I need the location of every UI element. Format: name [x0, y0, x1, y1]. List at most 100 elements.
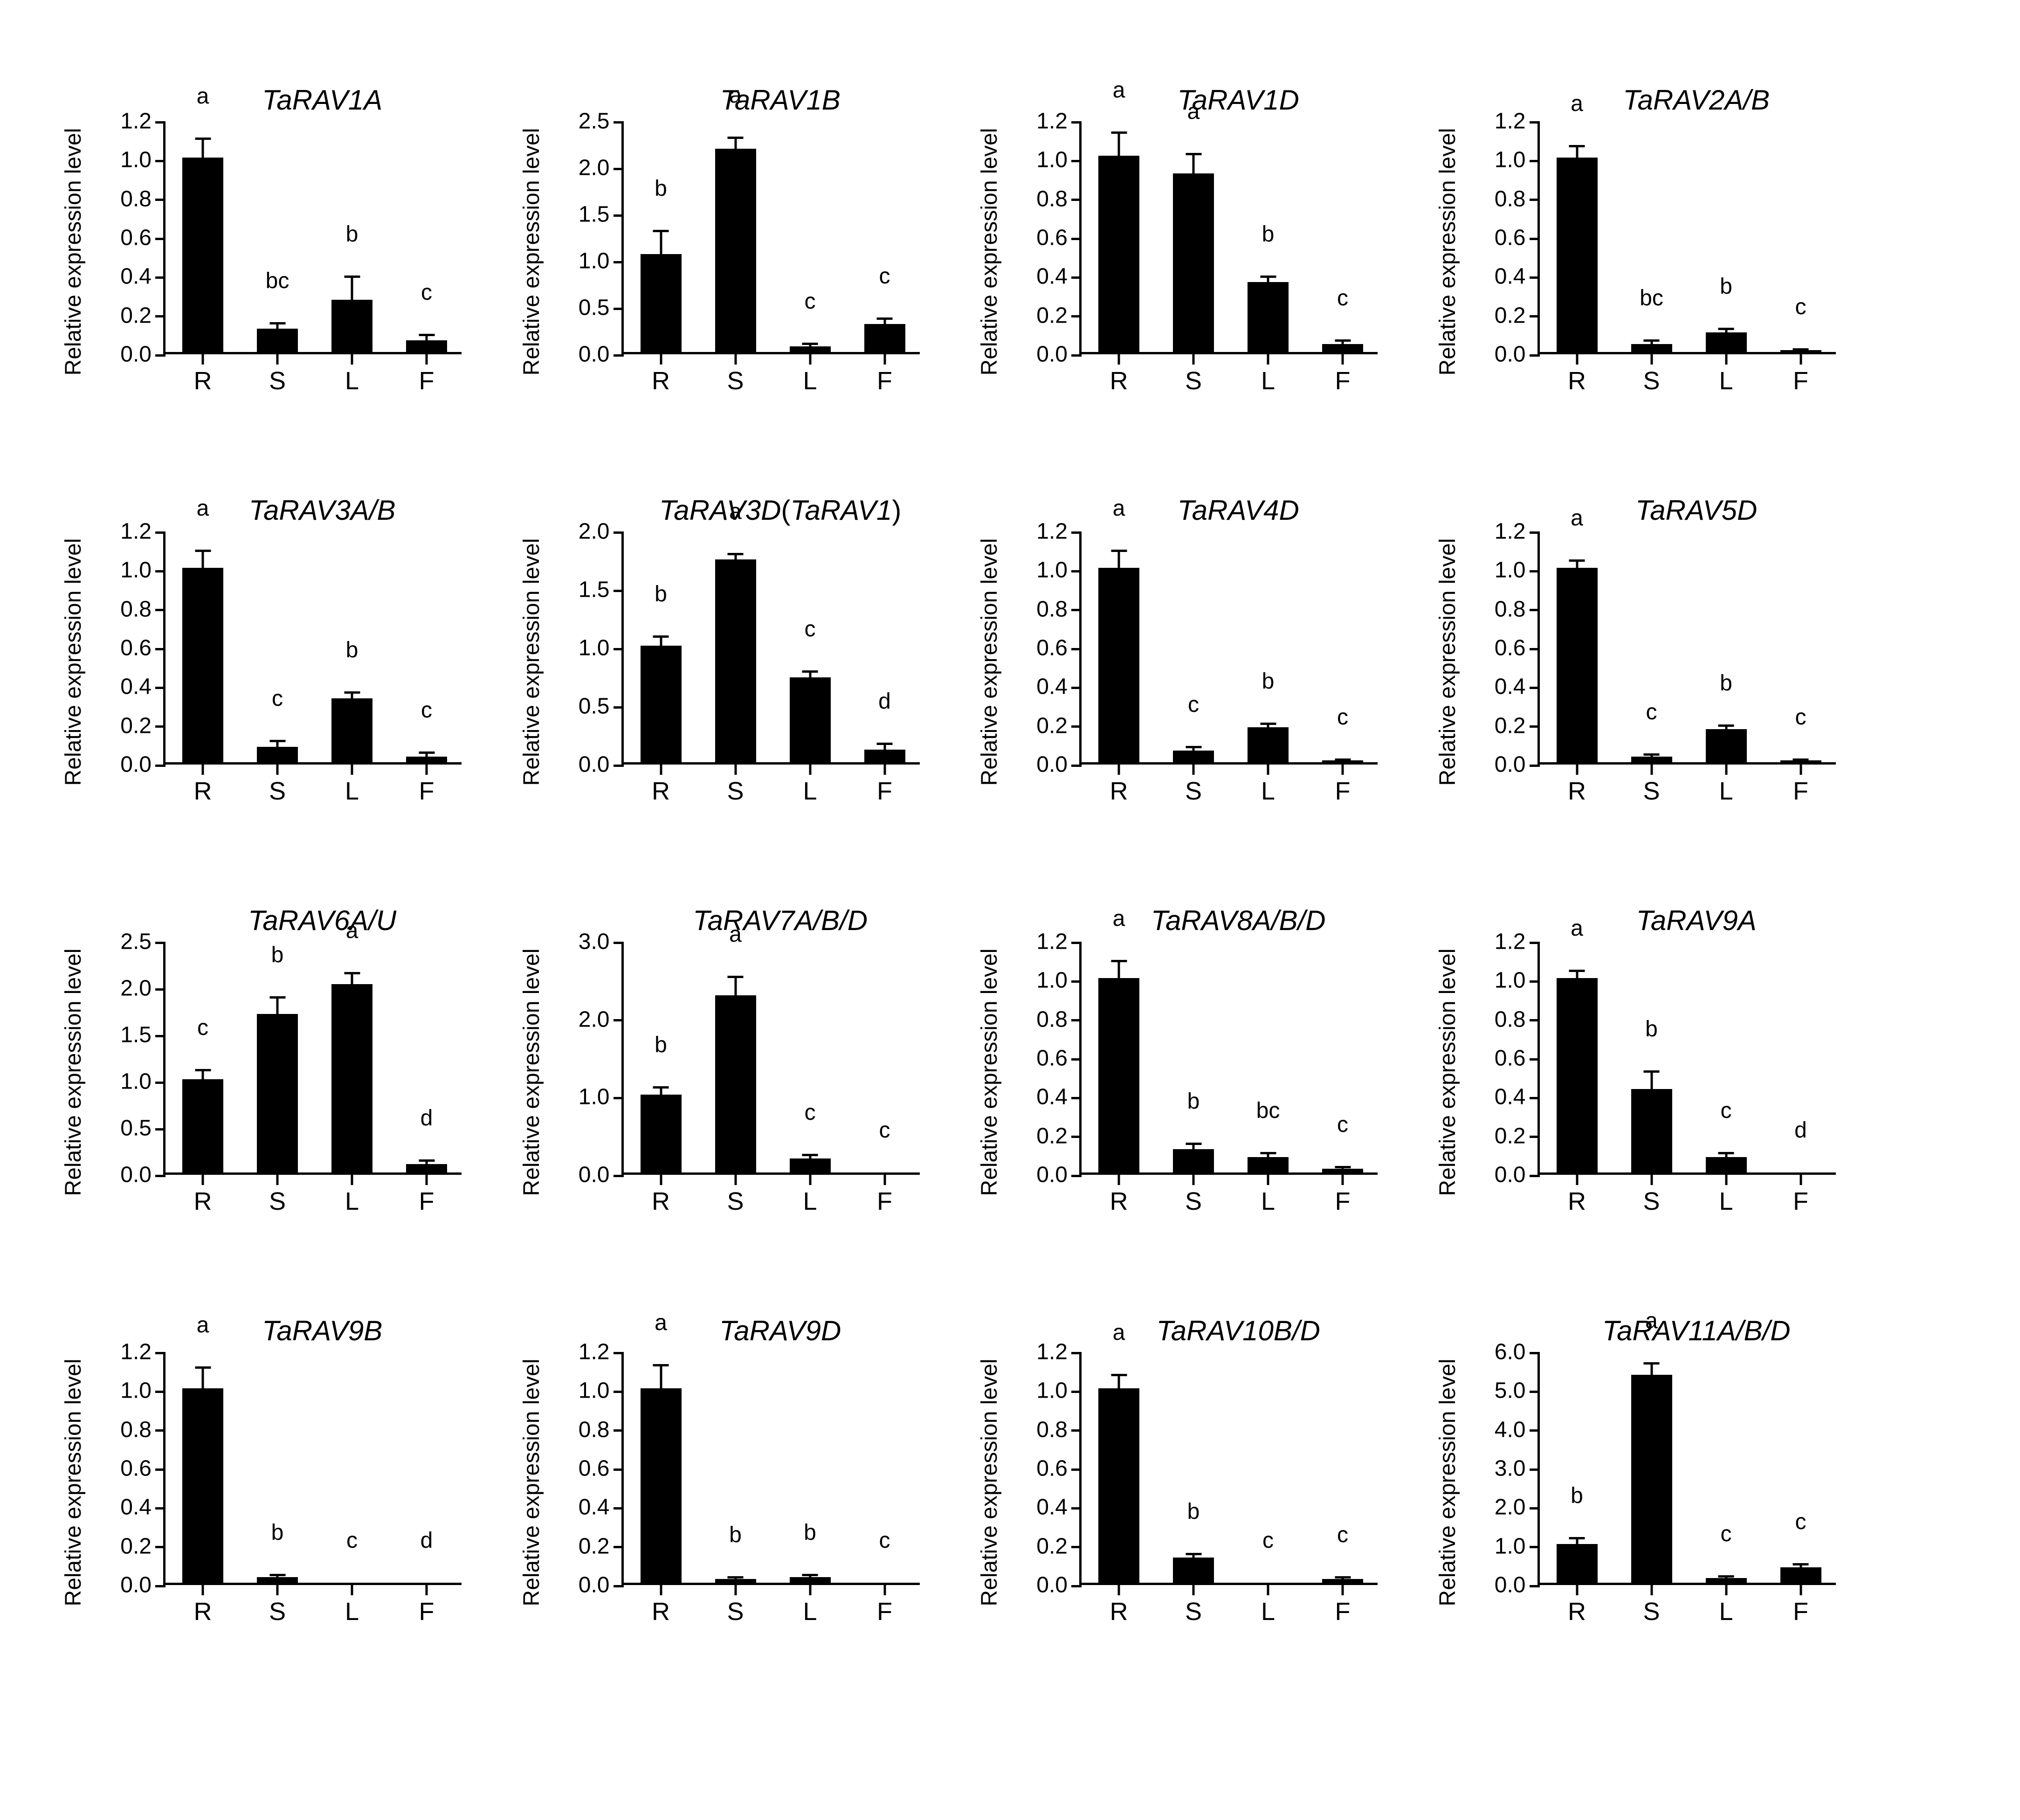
panel-grid: TaRAV1ARelative expression level0.00.20.… [121, 84, 1897, 1650]
chart-panel: TaRAV3A/BRelative expression level0.00.2… [121, 494, 524, 830]
x-tick [426, 1585, 428, 1595]
bar [790, 1577, 831, 1583]
x-tick-label: S [727, 1187, 744, 1216]
chart-panel: TaRAV11A/B/DRelative expression level0.0… [1496, 1315, 1898, 1650]
bar [1322, 1169, 1363, 1172]
x-tick-label: L [1719, 1597, 1733, 1626]
x-tick-label: R [194, 777, 212, 806]
y-tick [155, 1391, 165, 1393]
y-tick [1071, 1352, 1082, 1354]
significance-label: c [1337, 704, 1348, 730]
bar [331, 984, 372, 1172]
y-tick [155, 725, 165, 728]
y-tick-label: 0.5 [554, 295, 610, 321]
plot-area: 0.00.51.01.52.02.5baccRSLF [621, 121, 920, 354]
significance-label: c [1188, 692, 1199, 717]
y-tick [155, 1546, 165, 1548]
significance-label: c [879, 1117, 890, 1143]
x-tick [351, 1585, 353, 1595]
y-tick-label: 0.4 [96, 1495, 152, 1520]
y-tick-label: 1.0 [1012, 558, 1068, 583]
y-tick-label: 0.2 [1470, 713, 1526, 738]
y-axis-label: Relative expression level [977, 531, 1005, 793]
x-tick-label: F [419, 1597, 434, 1626]
y-tick-label: 0.2 [554, 1533, 610, 1559]
y-tick [1530, 1097, 1540, 1099]
bars-group: abcbc [1540, 121, 1836, 352]
y-tick-label: 0.0 [554, 752, 610, 778]
x-tick [1118, 1175, 1120, 1185]
significance-label: c [1795, 294, 1806, 320]
y-tick [1071, 980, 1082, 983]
y-tick-label: 1.0 [1012, 147, 1068, 173]
bar [1098, 978, 1139, 1172]
y-tick-label: 1.0 [1470, 968, 1526, 993]
error-bar [734, 138, 737, 149]
y-tick-label: 0.8 [96, 186, 152, 212]
error-bar [1576, 146, 1578, 158]
y-tick [614, 121, 624, 124]
y-tick [1530, 725, 1540, 728]
y-tick-label: 0.2 [96, 1533, 152, 1559]
y-tick-label: 0.8 [96, 1417, 152, 1442]
chart-panel: TaRAV9BRelative expression level0.00.20.… [121, 1315, 524, 1650]
significance-label: bc [1640, 285, 1663, 311]
y-tick-label: 0.0 [1470, 342, 1526, 367]
bar [331, 300, 372, 352]
y-tick [1071, 315, 1082, 317]
error-bar [202, 1367, 204, 1389]
bar [641, 1095, 682, 1172]
error-bar [1193, 1554, 1195, 1558]
bars-group: abcbc [165, 121, 462, 352]
x-tick [734, 1175, 737, 1185]
bars-group: aabc [1082, 121, 1378, 352]
bar [641, 254, 682, 352]
x-tick [1193, 1585, 1195, 1595]
x-tick [1118, 354, 1120, 365]
x-tick [1342, 1585, 1344, 1595]
y-tick [1530, 1507, 1540, 1510]
y-tick [1530, 199, 1540, 201]
panel-title: TaRAV4D [1037, 494, 1440, 526]
bars-group: abcd [1540, 942, 1836, 1172]
y-tick-label: 0.5 [96, 1116, 152, 1141]
y-tick [155, 531, 165, 534]
chart-panel: TaRAV7A/B/DRelative expression level0.01… [579, 904, 982, 1240]
y-tick-label: 3.0 [1470, 1456, 1526, 1482]
chart-panel: TaRAV1ARelative expression level0.00.20.… [121, 84, 524, 420]
y-tick [1530, 1429, 1540, 1432]
x-tick [351, 765, 353, 775]
error-bar [1193, 747, 1195, 751]
y-tick [1530, 1391, 1540, 1393]
y-tick [1530, 570, 1540, 572]
y-tick [155, 1035, 165, 1037]
y-tick [614, 1175, 624, 1177]
y-tick [1071, 1546, 1082, 1548]
y-tick-label: 1.2 [96, 109, 152, 134]
x-tick [426, 1175, 428, 1185]
x-tick [1267, 765, 1269, 775]
y-tick-label: 2.5 [554, 109, 610, 134]
x-tick [1576, 765, 1578, 775]
error-bar [351, 276, 353, 300]
bar [1631, 344, 1672, 352]
y-tick [614, 261, 624, 263]
y-tick-label: 1.0 [554, 1084, 610, 1110]
significance-label: c [805, 616, 816, 642]
plot-area: 0.00.20.40.60.81.01.2acbcRSLF [163, 531, 462, 765]
x-tick-label: F [1335, 777, 1351, 806]
x-tick-label: R [652, 366, 670, 395]
chart-panel: TaRAV2A/BRelative expression level0.00.2… [1496, 84, 1898, 420]
x-tick [1342, 1175, 1344, 1185]
error-bar [1725, 725, 1727, 729]
x-tick [202, 1175, 204, 1185]
y-axis-label: Relative expression level [61, 121, 89, 382]
x-tick-label: R [652, 1187, 670, 1216]
y-tick [1071, 609, 1082, 611]
y-tick-label: 0.0 [96, 752, 152, 778]
x-tick-label: F [1793, 777, 1808, 806]
x-tick-label: R [194, 1597, 212, 1626]
x-tick-label: S [1185, 777, 1202, 806]
bar [641, 646, 682, 762]
y-tick-label: 1.0 [1012, 968, 1068, 993]
